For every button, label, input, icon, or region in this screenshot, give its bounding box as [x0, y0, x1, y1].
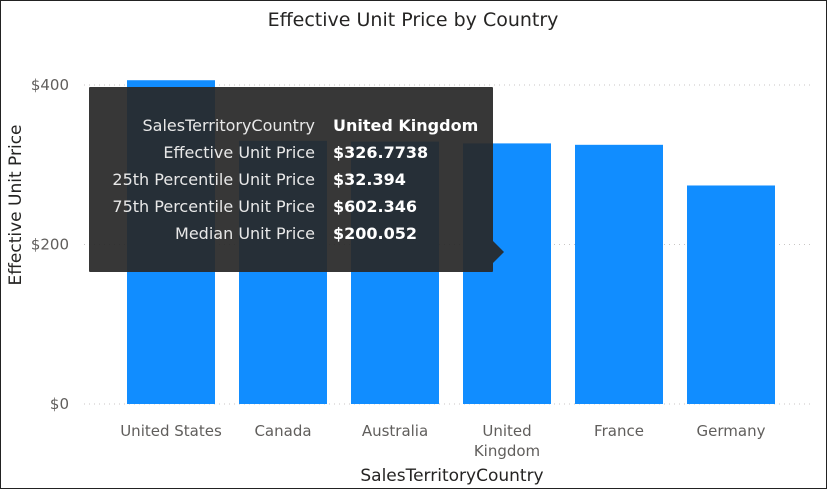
x-tick-label: Australia: [362, 422, 428, 440]
x-tick-label: Canada: [254, 422, 311, 440]
bar[interactable]: [687, 185, 775, 404]
tooltip-value: $602.346: [333, 197, 418, 216]
tooltip-row: Effective Unit Price $326.7738: [89, 143, 493, 170]
y-tick-label: $200: [31, 236, 69, 254]
chart-title: Effective Unit Price by Country: [268, 9, 559, 31]
tooltip-value: $326.7738: [333, 143, 429, 162]
x-axis-title: SalesTerritoryCountry: [360, 466, 543, 486]
tooltip-key: SalesTerritoryCountry: [142, 116, 315, 135]
tooltip-pointer: [493, 241, 504, 263]
tooltip: SalesTerritoryCountry United Kingdom Effec…: [89, 87, 493, 272]
tooltip-row: 25th Percentile Unit Price $32.394: [89, 170, 493, 197]
tooltip-key: 75th Percentile Unit Price: [112, 197, 315, 216]
tooltip-row: Median Unit Price $200.052: [89, 224, 493, 251]
tooltip-key: Effective Unit Price: [163, 143, 315, 162]
x-tick-label: Germany: [697, 422, 766, 440]
tooltip-key: 25th Percentile Unit Price: [112, 170, 315, 189]
y-tick-label: $0: [50, 395, 69, 413]
tooltip-value: United Kingdom: [333, 116, 479, 135]
tooltip-value: $200.052: [333, 224, 418, 243]
bar[interactable]: [575, 144, 663, 404]
x-tick-label: United Kingdom: [474, 422, 540, 460]
tooltip-value: $32.394: [333, 170, 406, 189]
tooltip-key: Median Unit Price: [175, 224, 315, 243]
tooltip-row: SalesTerritoryCountry United Kingdom: [89, 116, 493, 143]
y-tick-label: $400: [31, 76, 69, 94]
y-axis-title: Effective Unit Price: [6, 124, 26, 285]
x-tick-label: United States: [120, 422, 222, 440]
x-tick-label: France: [594, 422, 644, 440]
tooltip-row: 75th Percentile Unit Price $602.346: [89, 197, 493, 224]
